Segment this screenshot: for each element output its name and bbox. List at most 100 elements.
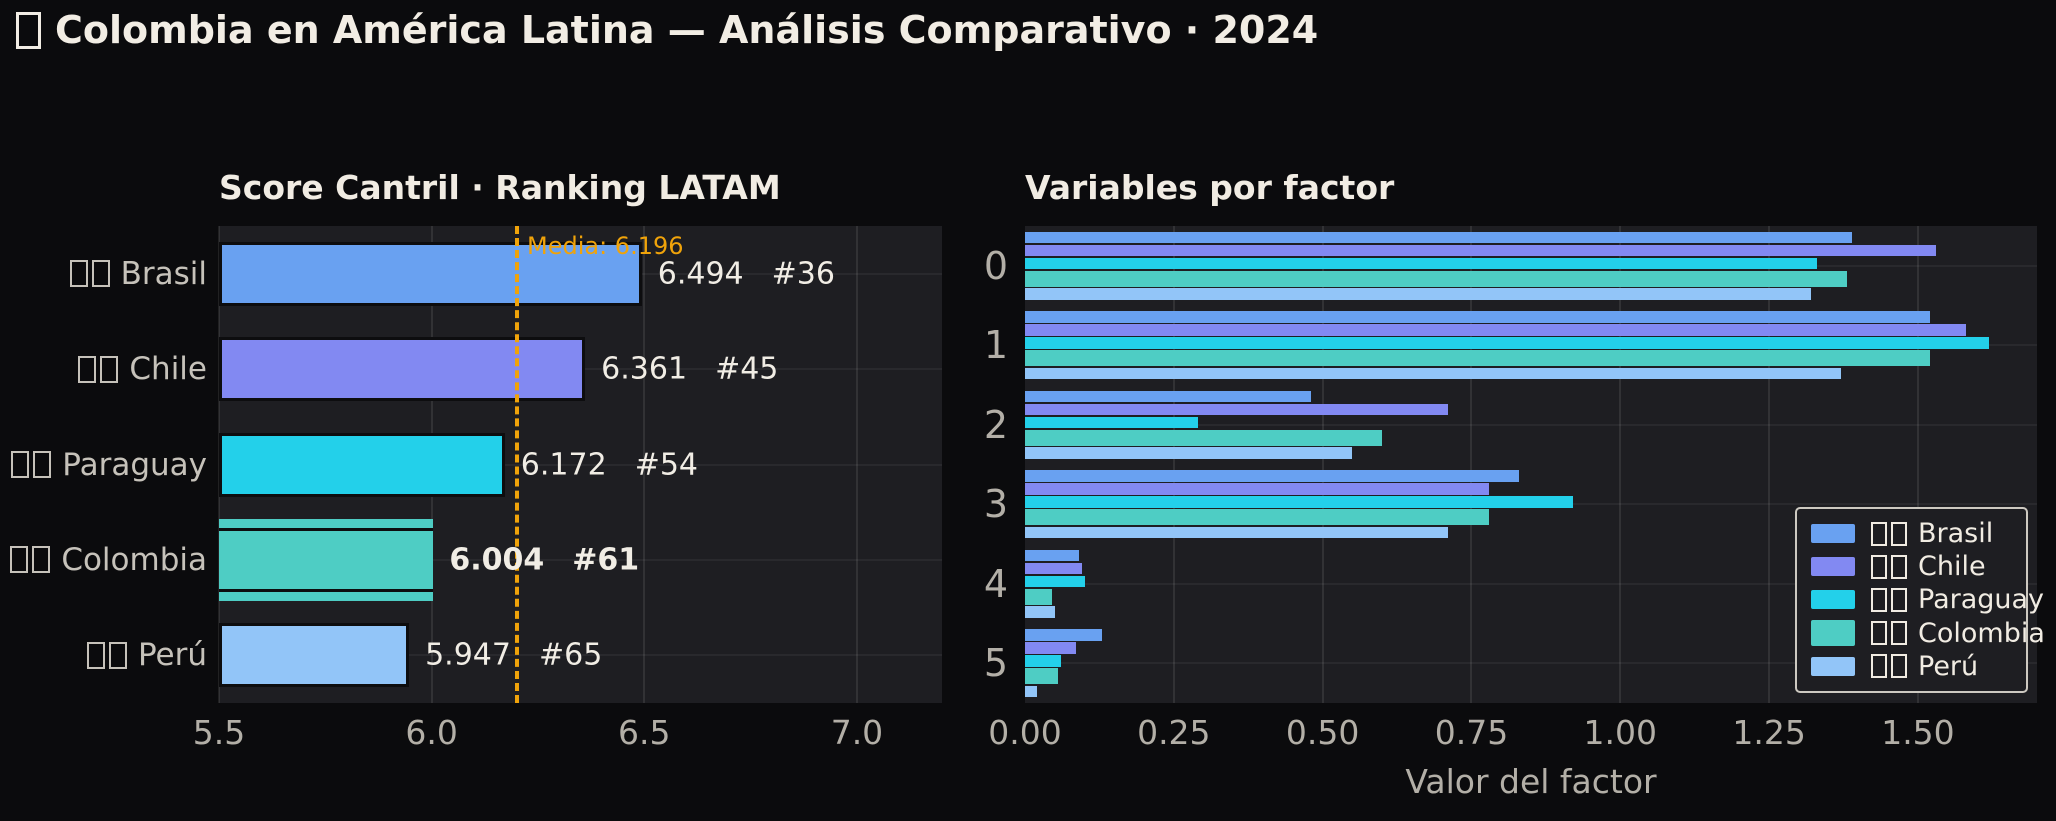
factor-label-5: 5 bbox=[983, 641, 1008, 686]
factor-bar-paraguay bbox=[1025, 655, 1061, 667]
mean-line-label: Media: 6.196 bbox=[527, 232, 684, 260]
factor-bar-perú bbox=[1025, 685, 1037, 698]
factor-bar-chile bbox=[1025, 483, 1490, 495]
flag-placeholder-icon bbox=[86, 641, 127, 669]
factor-bar-brasil bbox=[1025, 390, 1311, 403]
x-tick-label: 6.5 bbox=[618, 713, 671, 752]
factor-label-4: 4 bbox=[983, 561, 1008, 606]
legend-entry-brasil: Brasil bbox=[1811, 518, 2012, 549]
legend-entry-perú: Perú bbox=[1811, 651, 2012, 682]
gridline-horizontal bbox=[1025, 423, 2037, 426]
factor-bar-brasil bbox=[1025, 629, 1103, 641]
x-tick-label: 5.5 bbox=[192, 713, 246, 752]
factor-bar-perú bbox=[1025, 367, 1841, 380]
factor-bar-chile bbox=[1025, 642, 1076, 654]
legend-swatch bbox=[1811, 656, 1855, 676]
gridline-vertical bbox=[1172, 226, 1175, 703]
factor-bar-chile bbox=[1025, 244, 1936, 257]
x-tick-label: 0.75 bbox=[1434, 713, 1509, 752]
score-value: 6.494 bbox=[657, 256, 744, 292]
legend-label: Colombia bbox=[1918, 617, 2045, 649]
factor-bar-colombia bbox=[1025, 509, 1490, 526]
flag-placeholder-icon bbox=[10, 546, 51, 574]
factor-bar-paraguay bbox=[1025, 575, 1085, 588]
factor-bar-colombia bbox=[1025, 588, 1052, 605]
score-value: 5.947 bbox=[425, 637, 511, 673]
factor-label-0: 0 bbox=[983, 243, 1008, 288]
score-bar-perú bbox=[219, 623, 410, 688]
rank-badge: #45 bbox=[715, 351, 779, 387]
score-value-label: 5.947 #65 bbox=[425, 638, 602, 673]
gridline-vertical bbox=[1470, 226, 1473, 703]
gridline-horizontal bbox=[219, 654, 942, 657]
legend-label: Chile bbox=[1918, 551, 1986, 583]
gridline-horizontal bbox=[219, 463, 942, 466]
factor-bar-perú bbox=[1025, 447, 1353, 459]
gridline-vertical bbox=[1321, 226, 1324, 703]
x-tick-label: 6.0 bbox=[405, 713, 458, 752]
factors-chart-title: Variables por factor bbox=[1025, 168, 1395, 207]
score-value-label: 6.494 #36 bbox=[658, 256, 835, 291]
x-tick-label: 7.0 bbox=[830, 713, 884, 752]
factor-bar-colombia bbox=[1025, 270, 1847, 287]
score-value: 6.361 bbox=[601, 351, 688, 387]
factor-bar-paraguay bbox=[1025, 416, 1198, 429]
gridline-vertical bbox=[1619, 226, 1622, 703]
category-label-perú: Perú bbox=[86, 637, 207, 673]
page-title-text: Colombia en América Latina — Análisis Co… bbox=[55, 8, 1319, 52]
x-tick-label: 0.25 bbox=[1137, 713, 1211, 752]
category-label-brasil: Brasil bbox=[69, 256, 207, 292]
rank-badge: #36 bbox=[771, 256, 835, 292]
rank-badge: #54 bbox=[634, 447, 698, 482]
page-title: Colombia en América Latina — Análisis Co… bbox=[16, 8, 1318, 52]
category-label-chile: Chile bbox=[78, 351, 207, 387]
flag-placeholder-icon bbox=[69, 260, 110, 288]
category-label-colombia: Colombia bbox=[10, 542, 207, 578]
x-tick-label: 1.50 bbox=[1881, 713, 1955, 752]
rank-badge: #65 bbox=[538, 637, 603, 673]
legend-label: Perú bbox=[1918, 650, 1979, 682]
x-tick-label: 1.25 bbox=[1732, 713, 1806, 752]
legend-entry-chile: Chile bbox=[1811, 551, 2012, 582]
flag-placeholder-icon bbox=[1871, 621, 1907, 646]
rank-badge: #61 bbox=[572, 542, 640, 578]
legend-swatch bbox=[1811, 590, 1855, 610]
score-value-label: 6.004 #61 bbox=[449, 542, 639, 577]
legend-swatch bbox=[1811, 524, 1855, 544]
gridline-vertical bbox=[643, 226, 646, 703]
gridline-vertical bbox=[855, 226, 858, 703]
factor-bar-brasil bbox=[1025, 231, 1853, 244]
legend-label: Paraguay bbox=[1918, 584, 2045, 616]
legend: Brasil Chile Paraguay Colombia Perú bbox=[1795, 507, 2045, 693]
legend-entry-colombia: Colombia bbox=[1811, 618, 2045, 649]
score-bar-paraguay bbox=[219, 432, 505, 497]
gridline-horizontal bbox=[1025, 582, 2037, 585]
factor-bar-chile bbox=[1025, 562, 1082, 575]
factor-bar-chile bbox=[1025, 324, 1966, 336]
factor-label-2: 2 bbox=[983, 402, 1008, 447]
factor-bar-brasil bbox=[1025, 311, 1930, 323]
factor-bar-perú bbox=[1025, 288, 1811, 300]
factor-label-1: 1 bbox=[983, 323, 1008, 368]
legend-label: Brasil bbox=[1918, 518, 1994, 550]
mean-reference-line bbox=[515, 226, 519, 703]
score-bar-brasil bbox=[219, 241, 642, 306]
factor-label-3: 3 bbox=[983, 482, 1008, 527]
factor-bar-paraguay bbox=[1025, 337, 1990, 349]
factor-bar-brasil bbox=[1025, 549, 1079, 562]
cantril-plot-area bbox=[218, 226, 942, 703]
gridline-horizontal bbox=[1025, 662, 2037, 665]
score-value-label: 6.361 #45 bbox=[601, 352, 778, 387]
factors-x-axis-label: Valor del factor bbox=[1405, 762, 1657, 801]
factor-bar-colombia bbox=[1025, 429, 1383, 446]
flag-placeholder-icon bbox=[1871, 654, 1907, 679]
legend-swatch bbox=[1811, 557, 1855, 577]
score-value-label: 6.172 #54 bbox=[521, 447, 698, 482]
flag-placeholder-icon bbox=[1871, 521, 1907, 546]
flag-placeholder-icon bbox=[11, 451, 52, 478]
factor-bar-paraguay bbox=[1025, 257, 1817, 270]
legend-swatch bbox=[1811, 620, 1855, 647]
score-value: 6.172 bbox=[520, 447, 607, 482]
gridline-vertical bbox=[1768, 226, 1771, 703]
factor-bar-colombia bbox=[1025, 350, 1930, 367]
